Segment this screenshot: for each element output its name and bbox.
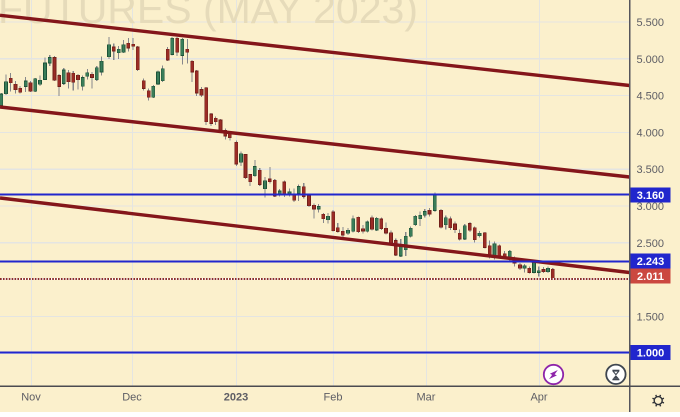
svg-text:Mar: Mar bbox=[417, 392, 436, 404]
svg-text:3.500: 3.500 bbox=[637, 164, 665, 176]
svg-text:3.160: 3.160 bbox=[637, 190, 665, 202]
svg-text:Dec: Dec bbox=[122, 392, 142, 404]
svg-text:Feb: Feb bbox=[324, 392, 343, 404]
svg-text:4.500: 4.500 bbox=[637, 91, 665, 103]
svg-text:FUTURES (MAY 2023): FUTURES (MAY 2023) bbox=[0, 0, 418, 32]
svg-text:Nov: Nov bbox=[21, 392, 41, 404]
svg-text:2023: 2023 bbox=[224, 392, 248, 404]
svg-text:1.500: 1.500 bbox=[637, 311, 665, 323]
svg-text:1.000: 1.000 bbox=[637, 348, 665, 360]
svg-text:2.500: 2.500 bbox=[637, 238, 665, 250]
svg-text:5.500: 5.500 bbox=[637, 17, 665, 29]
svg-text:Apr: Apr bbox=[530, 392, 547, 404]
svg-text:2.011: 2.011 bbox=[637, 271, 664, 283]
svg-text:2.243: 2.243 bbox=[637, 256, 665, 268]
svg-text:3.000: 3.000 bbox=[637, 201, 665, 213]
svg-text:4.000: 4.000 bbox=[637, 127, 665, 139]
svg-text:5.000: 5.000 bbox=[637, 54, 665, 66]
